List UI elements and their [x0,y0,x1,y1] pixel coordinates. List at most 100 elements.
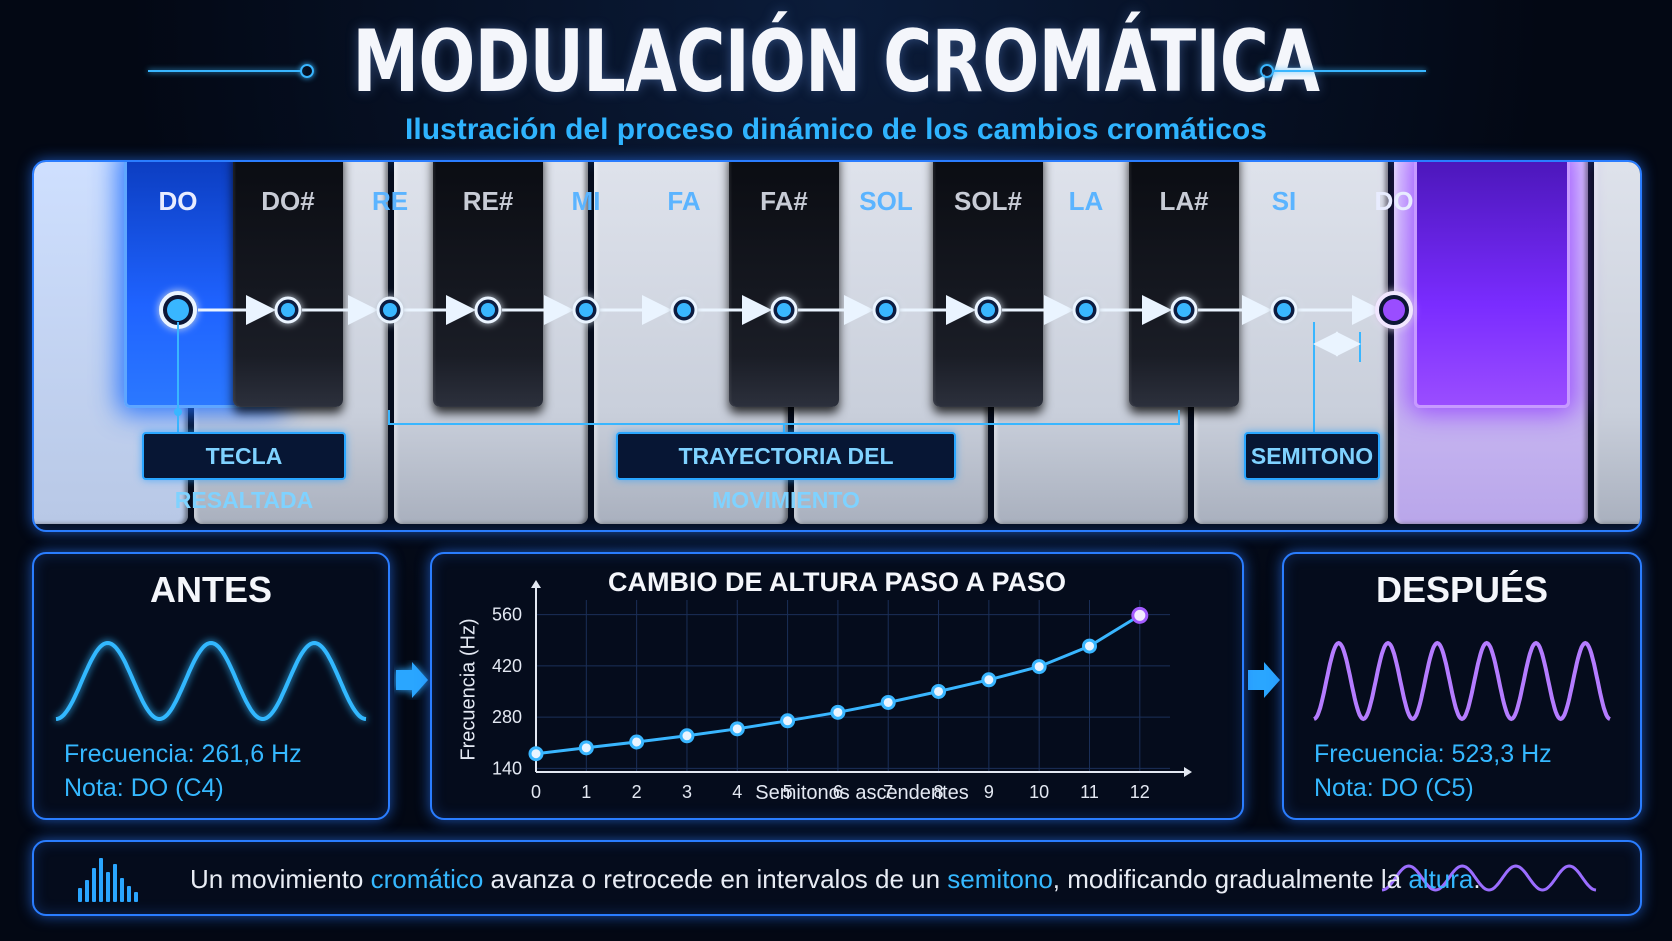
data-point [629,734,645,750]
eq-bar [127,886,131,902]
after-frequency: Frecuencia: 523,3 Hz [1314,740,1552,768]
note-label: DO [158,186,198,216]
note-point-core [777,303,791,317]
note-label: LA# [1159,186,1209,216]
callout-trajectory: TRAYECTORIA DEL MOVIMIENTO [616,432,956,513]
chart-x-label: Semitonos ascendentes [755,782,969,804]
caption-segment: , modificando gradualmente la [1052,864,1409,894]
after-waveform [1313,640,1611,722]
note-point-core [481,303,495,317]
before-waveform [55,640,367,722]
eq-bar [120,878,124,902]
white-key[interactable] [1594,162,1640,524]
eq-bar [99,858,103,902]
note-label: LA [1068,186,1104,216]
note-point-core [879,303,893,317]
caption-highlight: altura [1408,864,1474,894]
x-tick-label: 0 [531,782,541,802]
black-key[interactable] [933,162,1043,407]
arrow-right-icon [396,662,428,698]
note-point-core [677,303,691,317]
y-tick-label: 140 [492,758,522,778]
data-point [880,694,896,710]
after-title: DESPUÉS [1375,569,1549,610]
note-point-core [1079,303,1093,317]
piano-panel: DO DO# RE RE# MI FA FA# SOL SOL# LA LA# SI DO TECLA … [32,160,1642,532]
caption-segment: avanza o retrocede en intervalos de un [483,864,948,894]
x-tick-label: 9 [984,782,994,802]
callout-highlighted-key: TECLA RESALTADA [142,432,346,513]
x-tick-label: 1 [581,782,591,802]
caption-highlight: semitono [947,864,1053,894]
data-point [528,746,544,762]
caption-highlight: cromático [370,864,484,894]
trajectory-bracket [388,410,1180,425]
arrow-right-icon [1248,662,1280,698]
highlighted-end-key[interactable] [1414,162,1570,408]
note-point-core [579,303,593,317]
caption-text: Un movimiento cromático avanza o retroce… [190,862,1481,896]
note-point-core [167,299,189,321]
equalizer-bars-icon [78,858,138,902]
title-deco-line-left [148,70,302,72]
x-tick-label: 8 [934,782,944,802]
data-point [578,740,594,756]
x-tick-label: 5 [783,782,793,802]
note-label: DO [1374,186,1414,216]
eq-bar [78,888,82,902]
chart-title: CAMBIO DE ALTURA PASO A PASO [608,567,1066,597]
after-panel: DESPUÉS Frecuencia: 523,3 Hz Nota: DO (C… [1282,552,1642,820]
note-label: SOL [859,186,913,216]
eq-bar [113,864,117,902]
before-note: Nota: DO (C4) [64,774,224,802]
x-tick-label: 10 [1029,782,1049,802]
y-tick-label: 280 [492,707,522,727]
x-tick-label: 2 [632,782,642,802]
eq-bar [92,868,96,902]
callout-semitone: SEMITONO [1244,432,1380,480]
y-tick-label: 560 [492,605,522,625]
note-label: FA [667,186,701,216]
x-tick-label: 4 [732,782,742,802]
note-label: MI [571,186,601,216]
before-frequency: Frecuencia: 261,6 Hz [64,740,302,768]
black-key[interactable] [1129,162,1239,407]
data-point [1031,659,1047,675]
x-tick-label: 7 [883,782,893,802]
note-point-core [981,303,995,317]
eq-bar [134,892,138,902]
note-point-core [1277,303,1291,317]
caption-segment: . [1473,864,1481,894]
caption-panel [32,840,1642,916]
after-note: Nota: DO (C5) [1314,774,1474,802]
y-tick-label: 420 [492,656,522,676]
data-point [931,683,947,699]
black-key[interactable] [433,162,543,407]
data-point [1081,638,1097,654]
black-key[interactable] [729,162,839,407]
page-subtitle: Ilustración del proceso dinámico de los … [405,113,1267,146]
note-label: DO# [261,186,315,216]
note-point-core [1383,299,1405,321]
chart-y-label: Frecuencia (Hz) [457,618,480,761]
x-tick-label: 3 [682,782,692,802]
eq-bar [85,880,89,902]
before-title: ANTES [149,569,272,610]
x-tick-label: 12 [1130,782,1150,802]
sine-wave-icon [1381,864,1597,892]
movement-overlay [159,291,1413,434]
data-point [1131,606,1149,624]
page-title: MODULACIÓN CROMÁTICA [352,12,1321,112]
title-deco-line-right [1272,70,1426,72]
eq-bar [106,872,110,902]
black-key[interactable] [233,162,343,407]
caption-segment: Un movimiento [190,864,371,894]
x-tick-label: 11 [1080,782,1099,802]
before-panel: ANTES Frecuencia: 261,6 Hz Nota: DO (C4) [32,552,390,820]
title-deco-dot-left [300,64,314,78]
x-tick-label: 6 [833,782,843,802]
note-label: RE [371,186,409,216]
note-label: FA# [760,186,808,216]
note-point-core [383,303,397,317]
